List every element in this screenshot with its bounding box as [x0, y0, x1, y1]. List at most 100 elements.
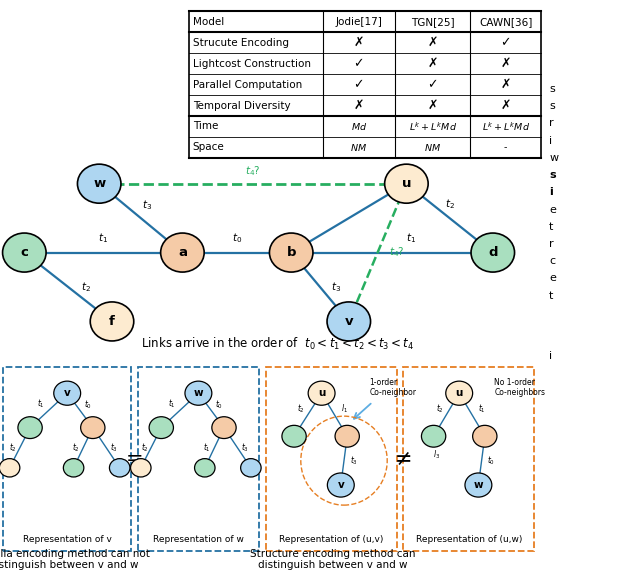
Text: ✗: ✗ [353, 36, 364, 49]
Text: s: s [549, 101, 555, 111]
Circle shape [445, 381, 472, 405]
Text: ✓: ✓ [353, 57, 364, 70]
Text: $l_3$: $l_3$ [433, 449, 440, 461]
Text: d: d [488, 246, 497, 259]
Circle shape [161, 233, 204, 272]
Text: $l_1$: $l_1$ [341, 403, 348, 415]
Circle shape [109, 459, 130, 477]
Text: s: s [549, 84, 555, 94]
Text: $NM$: $NM$ [424, 142, 441, 153]
Text: $t_1$: $t_1$ [168, 397, 176, 410]
FancyBboxPatch shape [403, 367, 534, 551]
Text: u: u [318, 388, 325, 398]
Text: Time: Time [193, 122, 218, 131]
Text: $t_2$: $t_2$ [298, 403, 305, 415]
Text: $t_1$: $t_1$ [37, 397, 45, 410]
Text: $t_1$: $t_1$ [99, 231, 108, 245]
Text: b: b [287, 246, 296, 259]
Text: s: s [549, 170, 556, 180]
Text: ✓: ✓ [428, 78, 438, 91]
Text: Representation of w: Representation of w [153, 535, 244, 544]
Text: $t_2$: $t_2$ [445, 197, 454, 211]
Text: Parallel Computation: Parallel Computation [193, 80, 302, 90]
Text: $t_3$: $t_3$ [349, 455, 358, 467]
Text: ✓: ✓ [500, 36, 511, 49]
Circle shape [465, 473, 492, 497]
Text: $t_0$: $t_0$ [487, 455, 495, 467]
Text: Model: Model [193, 17, 224, 27]
Circle shape [241, 459, 261, 477]
Text: $t_2$: $t_2$ [10, 441, 17, 454]
Text: $L^k + L^k Md$: $L^k + L^k Md$ [481, 120, 530, 133]
Text: w: w [474, 480, 483, 490]
Text: $t_2$: $t_2$ [72, 441, 79, 454]
Text: 1-order
Co-neighbor: 1-order Co-neighbor [369, 378, 417, 397]
Text: v: v [64, 388, 70, 398]
Text: r: r [549, 118, 554, 129]
Circle shape [282, 425, 307, 447]
Text: $NM$: $NM$ [350, 142, 367, 153]
Text: TGN[25]: TGN[25] [411, 17, 454, 27]
Circle shape [3, 233, 46, 272]
Circle shape [0, 459, 20, 477]
FancyBboxPatch shape [266, 367, 397, 551]
Text: t: t [549, 290, 554, 301]
Text: Jodie[17]: Jodie[17] [335, 17, 382, 27]
Text: c: c [549, 256, 556, 266]
Circle shape [269, 233, 313, 272]
Text: Space: Space [193, 142, 225, 152]
Text: i: i [549, 351, 552, 361]
Text: e: e [549, 204, 556, 215]
Text: f: f [109, 315, 115, 328]
Circle shape [421, 425, 445, 447]
Text: e: e [549, 273, 556, 284]
Text: t: t [549, 222, 554, 232]
FancyBboxPatch shape [3, 367, 131, 551]
Text: $t_0$: $t_0$ [215, 398, 223, 411]
Circle shape [471, 233, 515, 272]
Text: Representation of v: Representation of v [23, 535, 111, 544]
Text: =: = [125, 449, 143, 469]
Text: ✗: ✗ [428, 36, 438, 49]
Circle shape [185, 381, 212, 405]
Text: i: i [549, 187, 553, 197]
Text: ✗: ✗ [500, 78, 511, 91]
Text: w: w [193, 388, 204, 398]
Text: u: u [456, 388, 463, 398]
Text: w: w [549, 153, 558, 163]
Circle shape [327, 473, 355, 497]
Text: c: c [20, 246, 28, 259]
Circle shape [77, 164, 121, 203]
Text: u: u [402, 177, 411, 190]
Circle shape [18, 417, 42, 439]
Text: $t_3$: $t_3$ [110, 441, 118, 454]
Text: $t_4?$: $t_4?$ [245, 164, 260, 178]
Text: ✗: ✗ [428, 57, 438, 70]
Text: Lightcost Construction: Lightcost Construction [193, 59, 310, 69]
Text: i: i [549, 135, 552, 146]
Circle shape [81, 417, 105, 439]
Circle shape [212, 417, 236, 439]
Circle shape [327, 302, 371, 341]
Text: Temporal Diversity: Temporal Diversity [193, 100, 291, 111]
Text: Structure encoding method can
distinguish between v and w: Structure encoding method can distinguis… [250, 549, 415, 571]
Text: r: r [549, 239, 554, 249]
Text: $t_4?$: $t_4?$ [389, 246, 404, 259]
Text: -: - [504, 143, 508, 152]
Text: ✗: ✗ [500, 57, 511, 70]
Circle shape [335, 425, 360, 447]
Text: $t_1$: $t_1$ [406, 231, 416, 245]
Text: Vanilla encoding method can not
distinguish between v and w: Vanilla encoding method can not distingu… [0, 549, 150, 571]
Text: $t_2$: $t_2$ [141, 441, 148, 454]
Text: ✓: ✓ [353, 78, 364, 91]
Text: Links arrive in the order of  $t_0 < t_1 < t_2 < t_3 < t_4$: Links arrive in the order of $t_0 < t_1 … [141, 336, 414, 352]
Circle shape [308, 381, 335, 405]
Text: $t_2$: $t_2$ [81, 280, 91, 294]
Text: Representation of (u,w): Representation of (u,w) [415, 535, 522, 544]
Circle shape [90, 302, 134, 341]
Text: v: v [337, 480, 344, 490]
Text: ✗: ✗ [500, 99, 511, 112]
Text: a: a [178, 246, 187, 259]
Circle shape [472, 425, 497, 447]
Circle shape [149, 417, 173, 439]
